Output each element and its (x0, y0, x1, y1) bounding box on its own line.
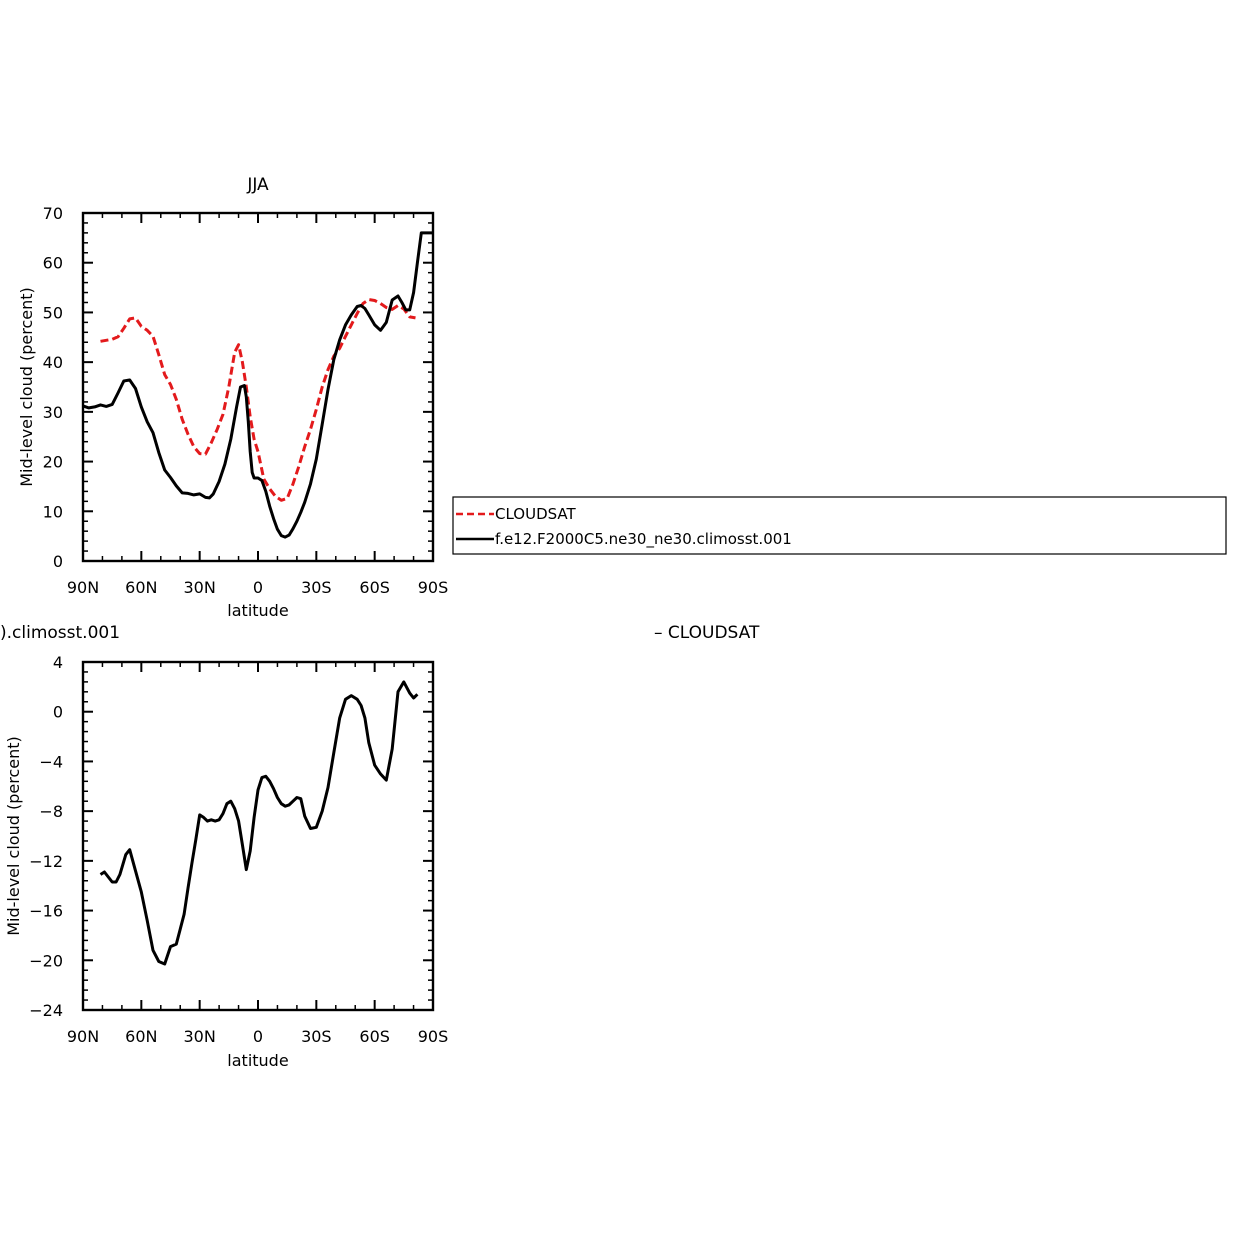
top-y-tick-label-0: 0 (53, 552, 63, 571)
bottom-chart-title-right: – CLOUDSAT (654, 623, 760, 643)
top-y-tick-label-7: 70 (43, 204, 63, 223)
bottom-series-lines (99, 680, 419, 966)
bottom-y-tick-label-3: −12 (29, 852, 63, 871)
legend-entry-model: f.e12.F2000C5.ne30_ne30.climosst.001 (495, 530, 792, 549)
top-x-tick-label-4: 30S (301, 578, 332, 597)
top-x-tick-label-5: 60S (359, 578, 390, 597)
legend: CLOUDSAT f.e12.F2000C5.ne30_ne30.climoss… (452, 496, 1227, 555)
top-y-tick-label-2: 20 (43, 453, 63, 472)
bottom-x-tick-label-1: 60N (125, 1027, 157, 1046)
top-x-tick-label-3: 0 (253, 578, 263, 597)
bottom-x-tick-label-2: 30N (184, 1027, 216, 1046)
top-panel: JJA 90N 60N 30N 0 30S 60S 90S 0 10 20 30 40 50 60 70 l… (17, 175, 448, 620)
bottom-axes: 90N 60N 30N 0 30S 60S 90S −24 −20 −16 −12 −8 −4 0 4 (29, 653, 448, 1046)
bottom-x-tick-label-3: 0 (253, 1027, 263, 1046)
top-y-tick-label-3: 30 (43, 403, 63, 422)
top-y-tick-label-4: 40 (43, 353, 63, 372)
top-series-line-1 (83, 231, 433, 539)
bottom-x-tick-label-0: 90N (67, 1027, 99, 1046)
top-x-tick-label-0: 90N (67, 578, 99, 597)
bottom-x-tick-label-5: 60S (359, 1027, 390, 1046)
top-y-tick-label-5: 50 (43, 303, 63, 322)
bottom-series-line-0 (99, 680, 419, 966)
top-y-axis-label: Mid-level cloud (percent) (17, 287, 36, 487)
legend-entry-cloudsat: CLOUDSAT (495, 505, 577, 523)
bottom-y-tick-label-5: −4 (39, 752, 63, 771)
top-x-tick-label-1: 60N (125, 578, 157, 597)
bottom-y-tick-label-1: −20 (29, 951, 63, 970)
bottom-y-tick-label-0: −24 (29, 1001, 63, 1020)
bottom-y-tick-label-6: 0 (53, 703, 63, 722)
top-series-lines (83, 231, 433, 539)
bottom-y-tick-label-2: −16 (29, 902, 63, 921)
bottom-x-axis-label: latitude (227, 1051, 288, 1070)
bottom-chart-title-left: ).climosst.001 (0, 623, 120, 643)
top-chart-title: JJA (246, 175, 269, 195)
bottom-y-tick-label-4: −8 (39, 802, 63, 821)
top-y-tick-label-6: 60 (43, 254, 63, 273)
bottom-panel: ).climosst.001 – CLOUDSAT 90N 60N 30N 0 30S 6… (0, 623, 760, 1070)
top-y-tick-label-1: 10 (43, 502, 63, 521)
top-x-tick-label-6: 90S (418, 578, 449, 597)
top-x-tick-label-2: 30N (184, 578, 216, 597)
bottom-y-axis-label: Mid-level cloud (percent) (4, 736, 23, 936)
bottom-x-tick-label-4: 30S (301, 1027, 332, 1046)
bottom-x-tick-label-6: 90S (418, 1027, 449, 1046)
bottom-y-tick-label-7: 4 (53, 653, 63, 672)
top-axes: 90N 60N 30N 0 30S 60S 90S 0 10 20 30 40 50 60 70 (43, 204, 449, 597)
legend-box (452, 496, 1227, 555)
top-x-axis-label: latitude (227, 601, 288, 620)
